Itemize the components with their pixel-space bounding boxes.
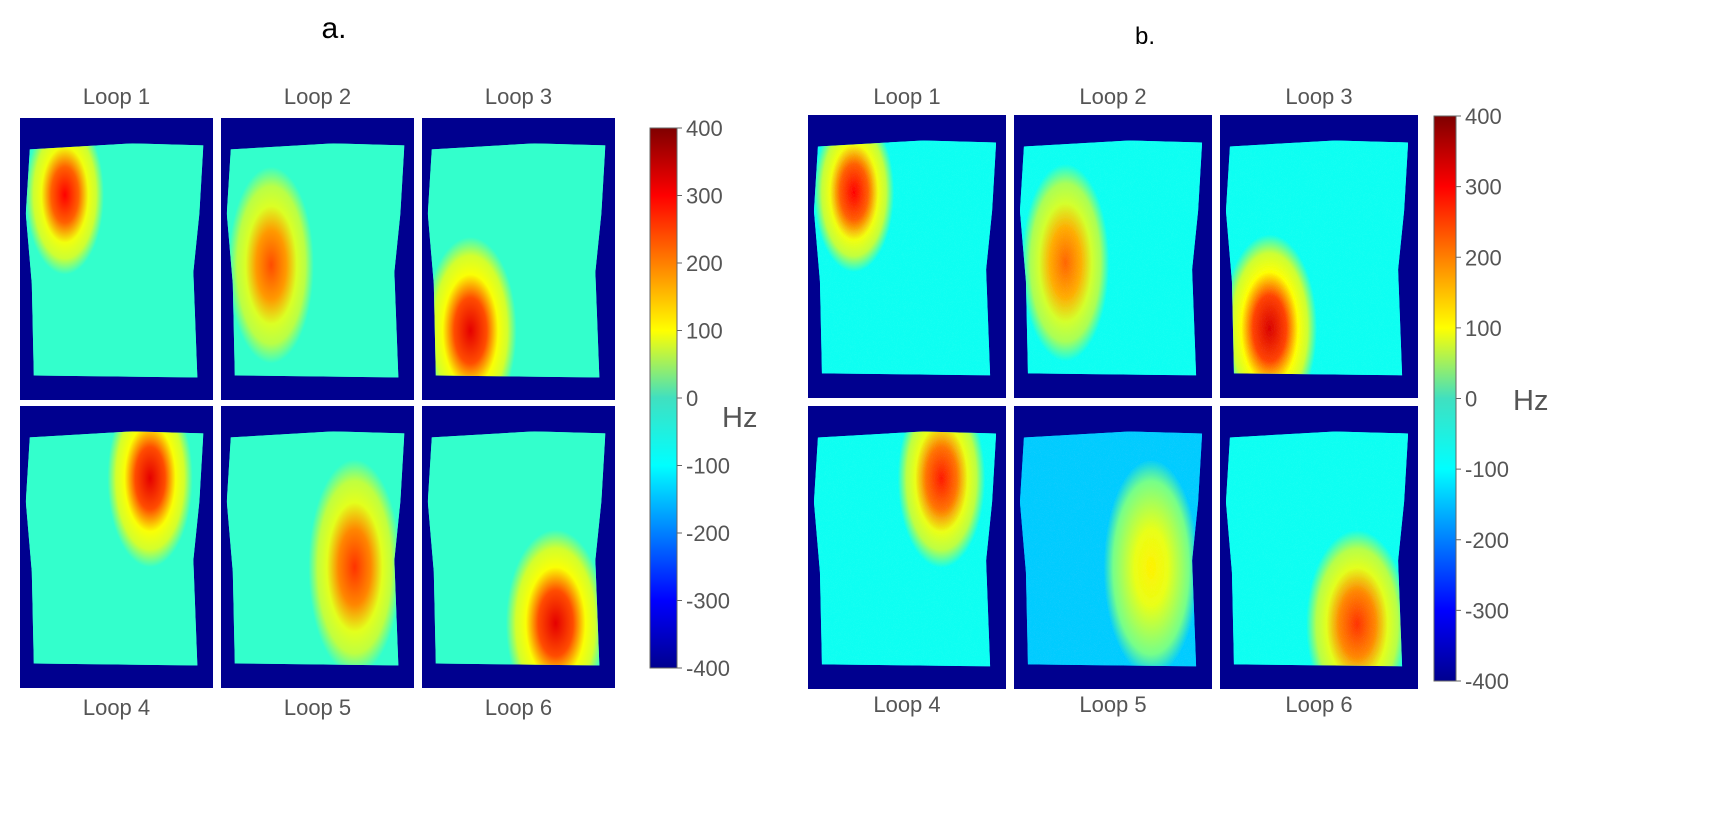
field-map <box>813 140 997 376</box>
panel-a: a. Loop 1 Loop 2 Loop 3 Loop 4 Loop 5 Loop 6 40… <box>20 12 757 720</box>
panel-b: b. Loop 1 Loop 2 Loop 3 Loop 4 Loop 5 Loop 6 40… <box>808 23 1548 717</box>
colorbar-tick-label: 100 <box>1465 316 1502 341</box>
loop-label: Loop 5 <box>1079 692 1146 717</box>
loop-label: Loop 2 <box>284 84 351 109</box>
colorbar-gradient <box>1433 115 1457 682</box>
field-map <box>226 431 405 666</box>
loop-label: Loop 4 <box>873 692 940 717</box>
colorbar-tick-label: 200 <box>686 251 723 276</box>
loop-label: Loop 1 <box>873 84 940 109</box>
colorbar-unit: Hz <box>1513 385 1548 417</box>
loop-tile <box>808 115 1006 398</box>
loop-label: Loop 4 <box>83 695 150 720</box>
colorbar-tick-label: -400 <box>1465 669 1509 694</box>
loop-label: Loop 1 <box>83 84 150 109</box>
loop-tile <box>221 406 414 688</box>
field-map <box>226 143 405 378</box>
field-map <box>1225 140 1409 376</box>
colorbar-tick-label: -200 <box>686 521 730 546</box>
loop-label: Loop 6 <box>485 695 552 720</box>
loop-tile <box>1220 115 1418 398</box>
field-map <box>25 431 204 666</box>
colorbar-tick-label: 0 <box>1465 387 1477 412</box>
loop-tile <box>1014 406 1212 689</box>
field-map <box>1019 140 1203 376</box>
loop-label: Loop 3 <box>1285 84 1352 109</box>
loop-tile <box>808 406 1006 689</box>
loop-tile <box>20 118 213 400</box>
loop-tile <box>1014 115 1212 398</box>
loop-label: Loop 2 <box>1079 84 1146 109</box>
field-map <box>427 143 606 378</box>
field-map <box>1225 431 1409 667</box>
colorbar-tick-label: 200 <box>1465 245 1502 270</box>
field-map <box>25 143 204 378</box>
colorbar-gradient <box>649 127 678 669</box>
colorbar-tick-label: -200 <box>1465 528 1509 553</box>
colorbar-tick-label: 400 <box>1465 104 1502 129</box>
loop-tile <box>221 118 414 400</box>
colorbar-tick-label: 300 <box>686 184 723 209</box>
colorbar-tick-label: 100 <box>686 319 723 344</box>
loop-label: Loop 6 <box>1285 692 1352 717</box>
colorbar: 400 300 200 100 0 -100 -200 -300 -400 Hz <box>649 116 757 681</box>
panel-letter: b. <box>1135 23 1155 50</box>
field-map <box>1019 431 1203 667</box>
colorbar-unit: Hz <box>722 402 757 434</box>
field-map <box>427 431 606 666</box>
colorbar-tick-label: 0 <box>686 386 698 411</box>
loop-label: Loop 3 <box>485 84 552 109</box>
colorbar-tick-label: -400 <box>686 656 730 681</box>
colorbar-tick-label: -100 <box>1465 457 1509 482</box>
colorbar: 400 300 200 100 0 -100 -200 -300 -400 Hz <box>1433 104 1548 694</box>
panel-letter: a. <box>321 12 346 45</box>
colorbar-tick-label: -300 <box>686 589 730 614</box>
colorbar-tick-label: -300 <box>1465 598 1509 623</box>
loop-tile <box>1220 406 1418 689</box>
loop-label: Loop 5 <box>284 695 351 720</box>
loop-tile <box>422 118 615 400</box>
field-map <box>813 431 997 667</box>
colorbar-tick-label: 300 <box>1465 175 1502 200</box>
loop-tile <box>422 406 615 688</box>
colorbar-tick-label: 400 <box>686 116 723 141</box>
colorbar-tick-label: -100 <box>686 454 730 479</box>
loop-tile <box>20 406 213 688</box>
